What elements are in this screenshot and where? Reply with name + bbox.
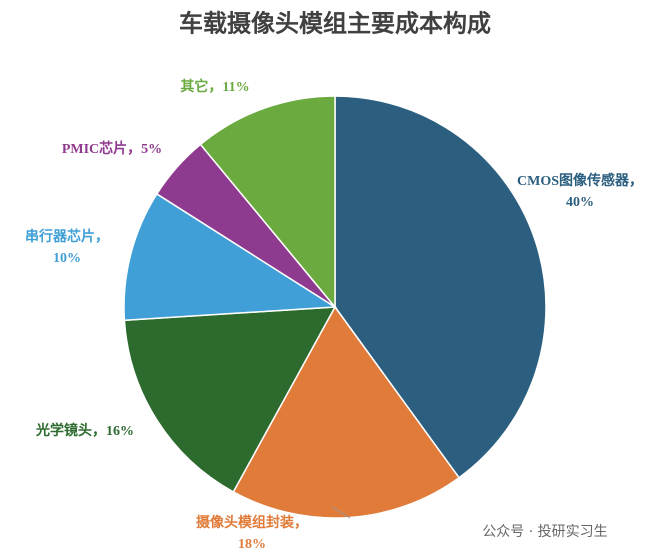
chart-title: 车载摄像头模组主要成本构成 <box>179 10 491 38</box>
watermark: 公众号 · 投研实习生 <box>482 524 607 540</box>
separator: ， <box>95 230 109 245</box>
separator: ， <box>208 80 222 95</box>
data-label: 光学镜头，16% <box>35 422 134 439</box>
leader-line <box>331 506 351 519</box>
pie-slice <box>199 95 336 310</box>
pie <box>123 95 547 519</box>
value-label: 18% <box>238 537 266 552</box>
category-label: 光学镜头 <box>35 422 92 439</box>
pie-slice <box>334 95 547 479</box>
data-label: 其它，11% <box>180 78 249 95</box>
category-label: 摄像头模组封装 <box>196 514 295 531</box>
separator: ， <box>92 424 106 439</box>
value-label: 5% <box>141 142 162 157</box>
value-label: 10% <box>53 251 81 266</box>
value-label: 16% <box>106 424 134 439</box>
separator: ， <box>127 142 141 157</box>
category-label: CMOS图像传感器 <box>517 172 630 189</box>
value-label: 40% <box>566 195 594 210</box>
pie-slice <box>232 305 461 519</box>
category-label: 其它 <box>180 78 208 95</box>
data-label: PMIC芯片，5% <box>62 140 162 157</box>
category-label: 串行器芯片 <box>25 228 95 245</box>
data-label: 摄像头模组封装， 18% <box>196 514 308 552</box>
pie-slice <box>123 192 338 322</box>
data-label: CMOS图像传感器， 40% <box>517 172 643 210</box>
data-label: 串行器芯片， 10% <box>25 228 109 266</box>
separator: ， <box>294 516 308 531</box>
category-label: PMIC芯片 <box>62 140 127 157</box>
pie-slice <box>123 306 337 493</box>
value-label: 11% <box>222 80 249 95</box>
separator: ， <box>629 174 643 189</box>
